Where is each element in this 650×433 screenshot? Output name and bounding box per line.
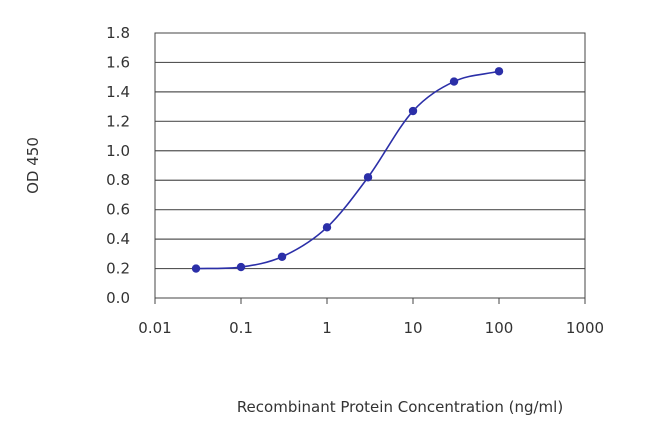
- data-point: [191, 264, 201, 273]
- y-tick-label: 0.8: [106, 171, 130, 189]
- y-axis-ticks: 0.0 0.2 0.4 0.6 0.8 1.0 1.2 1.4 1.6 1.8: [106, 24, 130, 307]
- x-tick-label: 1: [322, 319, 332, 337]
- y-tick-label: 0.6: [106, 201, 130, 219]
- data-point: [408, 106, 418, 116]
- x-axis-label: Recombinant Protein Concentration (ng/ml…: [237, 398, 563, 416]
- y-tick-label: 0.4: [106, 230, 130, 248]
- y-tick-label: 1.6: [106, 53, 130, 71]
- plot-area: [154, 32, 586, 299]
- y-tick-label: 1.0: [106, 142, 130, 160]
- data-point: [322, 223, 332, 232]
- data-point: [236, 262, 246, 272]
- y-tick-label: 1.8: [106, 24, 130, 42]
- x-tick-label: 100: [485, 319, 514, 337]
- x-axis-ticks: 0.01 0.1 1 10 100 1000: [138, 298, 604, 337]
- x-tick-label: 1000: [566, 319, 604, 337]
- y-tick-label: 0.2: [106, 260, 130, 278]
- y-axis-label: OD 450: [24, 137, 42, 194]
- x-tick-label: 10: [403, 319, 422, 337]
- data-point: [449, 77, 459, 86]
- data-point: [277, 252, 287, 261]
- fitted-curve: [196, 70, 500, 270]
- grid-lines: [155, 61, 585, 270]
- y-tick-label: 1.4: [106, 83, 130, 101]
- data-point: [363, 173, 373, 182]
- x-tick-label: 0.01: [138, 319, 171, 337]
- x-tick-label: 0.1: [229, 319, 253, 337]
- data-point: [494, 67, 504, 76]
- y-tick-label: 0.0: [106, 289, 130, 307]
- y-tick-label: 1.2: [106, 112, 130, 130]
- data-points: [191, 67, 504, 273]
